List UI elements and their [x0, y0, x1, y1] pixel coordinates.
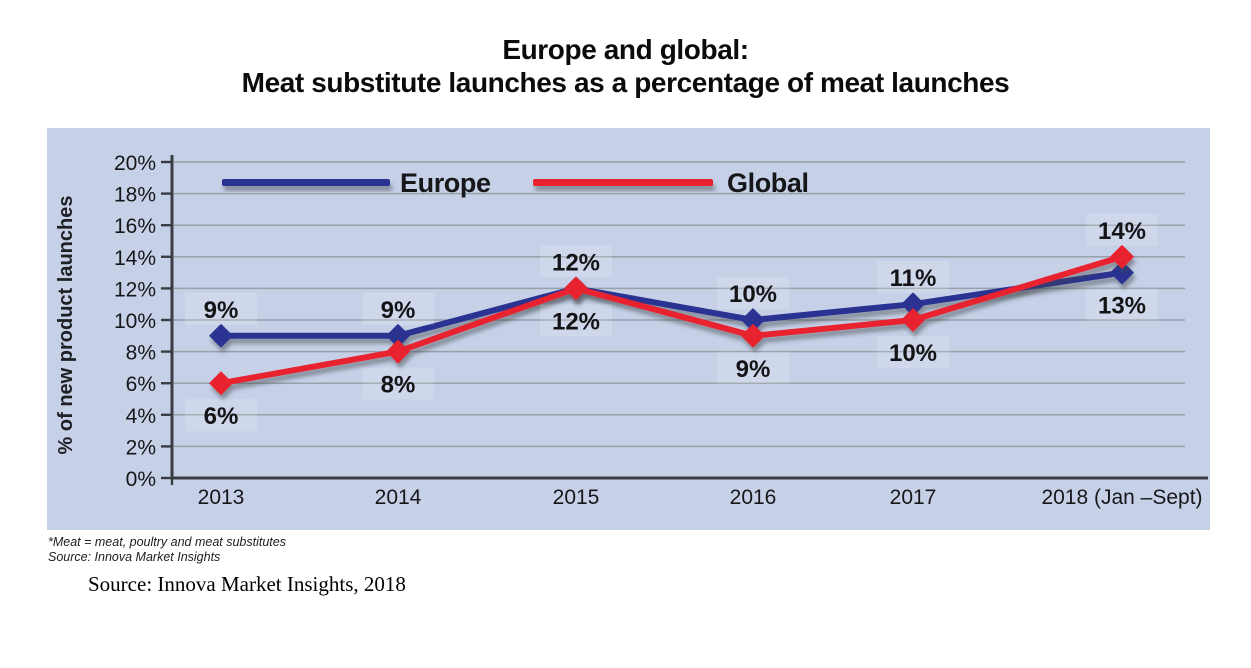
data-label-europe-4: 11%	[890, 265, 937, 292]
marker-global-1	[386, 339, 410, 364]
x-tick-label: 2014	[375, 486, 422, 509]
y-tick-label: 12%	[114, 278, 156, 301]
x-tick-label: 2015	[553, 486, 600, 509]
chart-title: Europe and global: Meat substitute launc…	[0, 33, 1251, 99]
marker-global-2	[564, 276, 588, 301]
y-axis-title: % of new product launches	[55, 196, 77, 455]
title-line-2: Meat substitute launches as a percentage…	[241, 67, 1010, 98]
legend-label-global: Global	[727, 168, 809, 198]
footnote-chart-source: Source: Innova Market Insights	[48, 550, 221, 564]
y-tick-label: 6%	[126, 373, 156, 396]
marker-europe-4	[901, 292, 925, 317]
series-global	[209, 244, 1134, 396]
line-chart: Europe Global 0% 2% 4% 6% 8% 10% 12% 14% 16% 18% 20%…	[55, 152, 1208, 509]
chart-footnotes: *Meat = meat, poultry and meat substitut…	[48, 535, 286, 565]
data-label-bg	[185, 292, 257, 325]
y-tick-label: 16%	[114, 215, 156, 238]
data-label-bg	[540, 304, 612, 337]
legend-label-europe: Europe	[400, 168, 491, 198]
marker-europe-5	[1110, 260, 1134, 285]
y-tick-label: 18%	[114, 184, 156, 207]
data-label-bg	[540, 245, 612, 278]
y-tick-label: 10%	[114, 310, 156, 333]
data-label-europe-5: 13%	[1098, 293, 1146, 320]
data-label-bg	[717, 277, 789, 309]
legend-swatch-global	[533, 179, 713, 186]
marker-europe-3	[741, 308, 765, 332]
y-tick-label: 20%	[114, 152, 156, 175]
data-label-global-0: 6%	[204, 403, 239, 430]
footnote-meat-definition: *Meat = meat, poultry and meat substitut…	[48, 535, 286, 549]
data-label-europe-1: 9%	[381, 297, 416, 324]
x-tick-label: 2016	[730, 486, 777, 509]
data-label-bg	[362, 292, 434, 325]
data-label-global-1: 8%	[381, 372, 416, 399]
y-tick-label: 2%	[126, 436, 156, 459]
series-line-global	[218, 253, 1125, 387]
x-tick-label: 2017	[890, 486, 937, 509]
marker-global-5	[1110, 244, 1134, 269]
data-label-europe-2: 12%	[552, 249, 600, 276]
x-tick-label: 2018 (Jan –Sept)	[1041, 486, 1202, 509]
data-label-global-4: 10%	[889, 340, 937, 367]
marker-global-0	[209, 371, 233, 396]
y-tick-label: 14%	[114, 247, 156, 270]
source-caption: Source: Innova Market Insights, 2018	[88, 572, 406, 596]
data-label-europe-0: 9%	[204, 297, 239, 324]
data-label-global-3: 9%	[736, 356, 771, 383]
marker-europe-0	[209, 323, 233, 348]
y-tick-label: 4%	[126, 405, 156, 428]
series-line-europe	[218, 269, 1125, 339]
data-label-bg	[1086, 213, 1158, 246]
series-europe	[209, 260, 1134, 348]
data-label-bg	[877, 336, 949, 368]
data-label-global-2: 12%	[552, 308, 600, 335]
y-tick-label: 8%	[126, 342, 156, 365]
legend-swatch-europe	[222, 179, 390, 186]
x-tick-label: 2013	[198, 486, 245, 509]
data-label-europe-3: 10%	[729, 281, 777, 308]
marker-global-4	[901, 308, 925, 332]
data-label-bg	[1086, 288, 1158, 321]
data-label-bg	[185, 399, 257, 432]
title-line-1: Europe and global:	[502, 34, 749, 65]
chart-panel: Europe Global 0% 2% 4% 6% 8% 10% 12% 14% 16% 18% 20%…	[47, 128, 1210, 530]
data-label-global-5: 14%	[1098, 218, 1146, 245]
marker-global-3	[741, 323, 765, 348]
data-label-bg	[717, 351, 789, 384]
data-label-bg	[362, 367, 434, 400]
y-tick-label: 0%	[126, 468, 156, 491]
marker-europe-1	[386, 323, 410, 348]
data-label-bg	[877, 261, 949, 294]
